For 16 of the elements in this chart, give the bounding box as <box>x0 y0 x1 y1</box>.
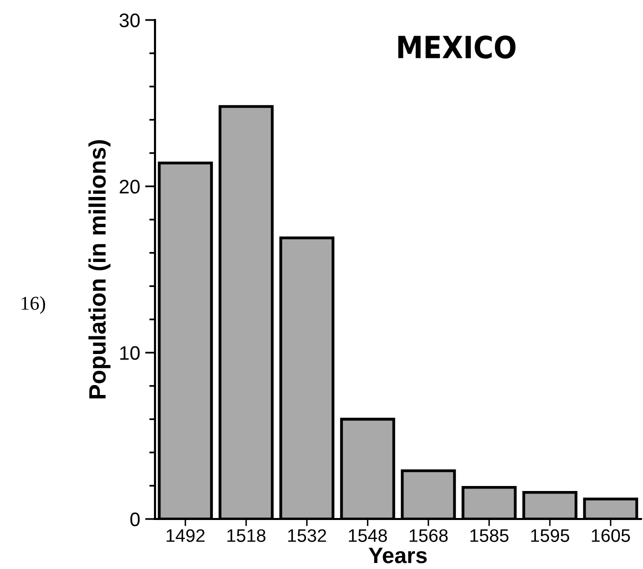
x-tick-label: 1518 <box>227 529 266 542</box>
y-tick-label: 30 <box>120 13 140 28</box>
chart-title: MEXICO <box>398 36 516 59</box>
x-tick-label: 1595 <box>531 529 570 542</box>
y-tick-label: 10 <box>120 346 140 360</box>
x-tick-label: 1605 <box>592 529 630 542</box>
x-tick-label: 1568 <box>410 529 448 542</box>
x-axis-title: Years <box>368 548 427 564</box>
x-tick-label: 1548 <box>348 529 387 542</box>
x-tick-label: 1532 <box>288 529 326 542</box>
y-tick-label: 20 <box>120 180 140 194</box>
x-tick-label: 1585 <box>470 529 508 542</box>
x-tick-label: 1492 <box>166 529 205 542</box>
text: 16) <box>22 296 46 314</box>
y-tick-label: 0 <box>130 512 140 526</box>
y-axis-title: Population (in millions) <box>88 140 110 398</box>
